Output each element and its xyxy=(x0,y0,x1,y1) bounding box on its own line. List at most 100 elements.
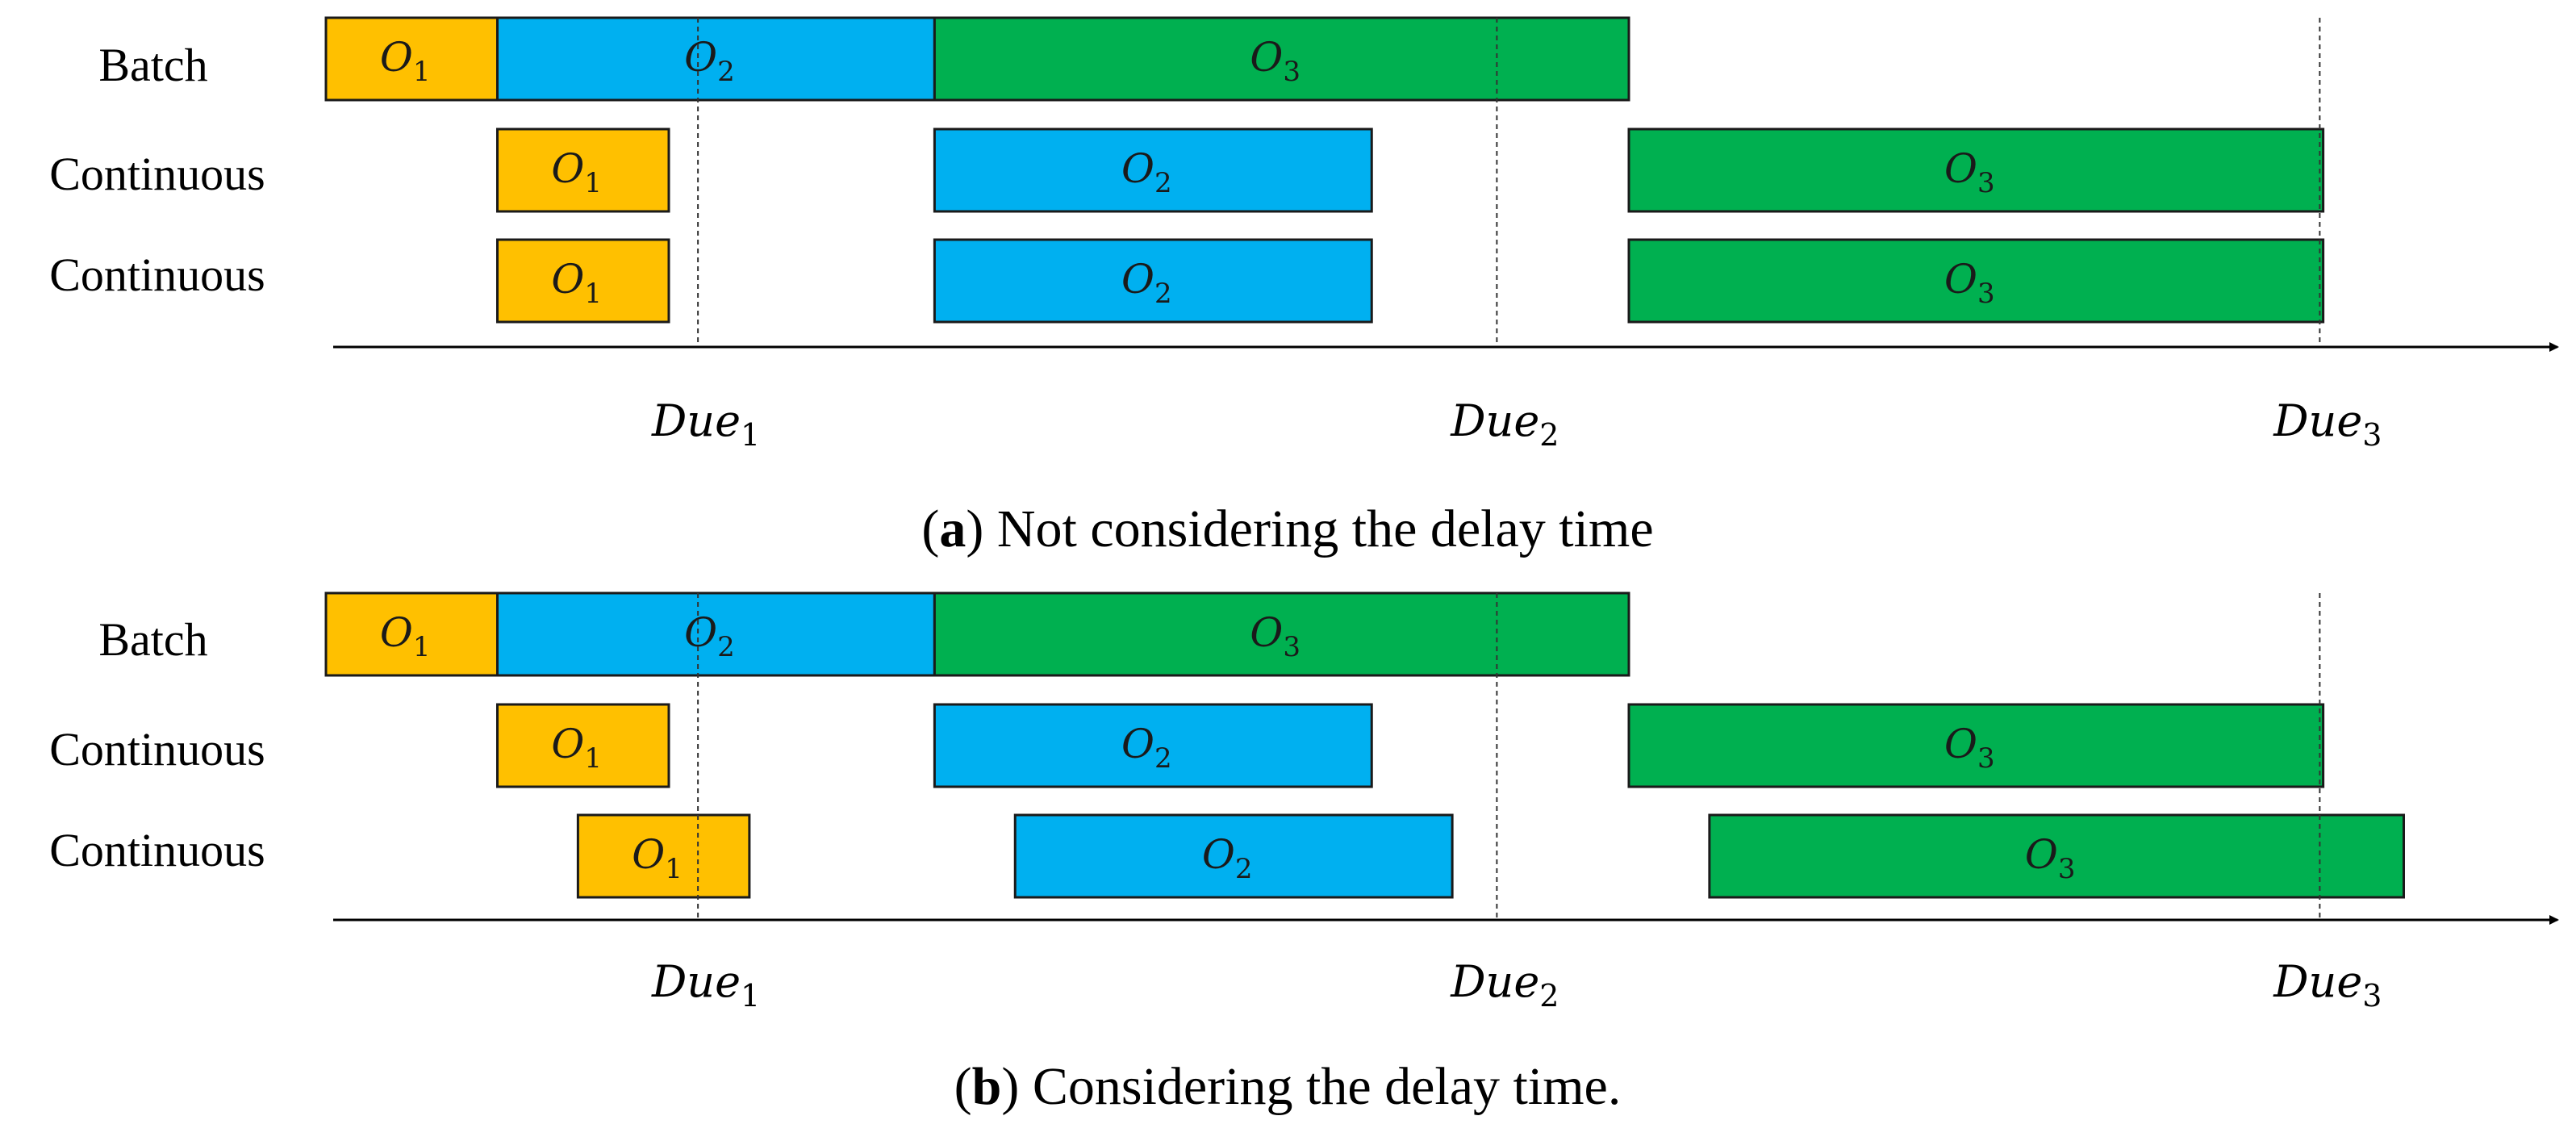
bar-label-o2: O2 xyxy=(1121,721,1172,775)
bar-label-o3: O3 xyxy=(1250,34,1301,88)
bar-label-base: O xyxy=(684,34,717,81)
bar-label-base: O xyxy=(1121,145,1154,192)
bar-o3-row-2 xyxy=(1627,703,2325,788)
due-lines xyxy=(697,593,2321,920)
row-label-continuous-2: Continuous xyxy=(49,824,265,876)
bar-label-o1: O1 xyxy=(551,256,602,310)
bar-label-base: O xyxy=(1944,256,1977,303)
bar-o2-row-2 xyxy=(933,127,1373,213)
caption: (a) Not considering the delay time xyxy=(921,499,1653,558)
due-label-subscript: 3 xyxy=(2362,978,2382,1014)
bar-label-subscript: 2 xyxy=(1154,167,1172,199)
caption-body: Not considering the delay time xyxy=(983,499,1653,558)
bar-label-base: O xyxy=(1121,256,1154,303)
bar-o1-row-3 xyxy=(576,813,751,899)
bar-o3-row-2 xyxy=(1627,127,2325,213)
bar-label-subscript: 2 xyxy=(1154,742,1172,775)
bar-o1-row-3 xyxy=(496,238,670,324)
bar-label-base: O xyxy=(1121,721,1154,767)
bar-label-o2: O2 xyxy=(1121,145,1172,199)
due-label-base: Due xyxy=(2273,395,2362,446)
caption: (b) Considering the delay time. xyxy=(954,1057,1622,1116)
bar-o1-row-2 xyxy=(496,127,670,213)
bar-label-subscript: 1 xyxy=(665,853,683,885)
bar-o3-row-1 xyxy=(933,591,1630,677)
due-label-subscript: 2 xyxy=(1539,417,1559,453)
row-label-continuous-2: Continuous xyxy=(49,249,265,301)
bar-label-base: O xyxy=(551,256,584,303)
bar-label-o3: O3 xyxy=(1944,256,1995,310)
due-label-base: Due xyxy=(2273,956,2362,1007)
bar-label-base: O xyxy=(551,721,584,767)
bar-label-o2: O2 xyxy=(684,34,735,88)
bar-o2-row-2 xyxy=(933,703,1373,788)
due-label-base: Due xyxy=(1450,395,1539,446)
bar-label-subscript: 2 xyxy=(717,56,735,88)
bar-label-o2: O2 xyxy=(1121,256,1172,310)
bar-label-base: O xyxy=(1250,609,1283,656)
bar-label-subscript: 3 xyxy=(1977,167,1995,199)
row-label-continuous-1: Continuous xyxy=(49,148,265,200)
due-labels: Due1 Due2 Due3 xyxy=(651,395,2382,453)
bar-label-o1: O1 xyxy=(551,145,602,199)
bar-label-subscript: 3 xyxy=(1283,56,1301,88)
bar-label-subscript: 3 xyxy=(1977,278,1995,310)
due-label-3: Due3 xyxy=(2273,956,2382,1014)
bar-label-subscript: 1 xyxy=(413,631,431,663)
bar-label-o1: O1 xyxy=(632,831,683,885)
caption-letter: b xyxy=(972,1057,1002,1116)
caption-letter: a xyxy=(939,499,966,558)
bar-label-base: O xyxy=(2025,831,2058,878)
bar-label-o3: O3 xyxy=(2025,831,2076,885)
due-label-subscript: 1 xyxy=(741,417,760,453)
bar-o2-row-3 xyxy=(933,238,1373,324)
bar-label-base: O xyxy=(380,609,413,656)
row-label-continuous-1: Continuous xyxy=(49,723,265,775)
bar-label-base: O xyxy=(684,609,717,656)
bar-o3-row-1 xyxy=(933,16,1630,102)
due-label-base: Due xyxy=(651,395,741,446)
bar-label-o3: O3 xyxy=(1250,609,1301,663)
bar-label-subscript: 1 xyxy=(413,56,431,88)
due-label-subscript: 3 xyxy=(2362,417,2382,453)
bar-label-subscript: 1 xyxy=(584,278,602,310)
due-label-3: Due3 xyxy=(2273,395,2382,453)
bar-label-base: O xyxy=(1202,831,1235,878)
due-label-base: Due xyxy=(1450,956,1539,1007)
bar-label-base: O xyxy=(632,831,665,878)
bar-label-o3: O3 xyxy=(1944,721,1995,775)
bar-label-o1: O1 xyxy=(551,721,602,775)
due-label-2: Due2 xyxy=(1450,395,1559,453)
bar-label-subscript: 3 xyxy=(1283,631,1301,663)
row-label-batch: Batch xyxy=(98,613,207,666)
bar-label-base: O xyxy=(380,34,413,81)
due-labels: Due1 Due2 Due3 xyxy=(651,956,2382,1014)
row-label-batch: Batch xyxy=(98,39,207,91)
bar-label-o3: O3 xyxy=(1944,145,1995,199)
bar-label-base: O xyxy=(1250,34,1283,81)
due-lines xyxy=(697,18,2321,347)
bar-o3-row-3 xyxy=(1627,238,2325,324)
bar-label-subscript: 1 xyxy=(584,742,602,775)
bar-label-subscript: 2 xyxy=(1154,278,1172,310)
bar-label-subscript: 3 xyxy=(1977,742,1995,775)
bar-label-subscript: 2 xyxy=(717,631,735,663)
bar-label-base: O xyxy=(1944,145,1977,192)
bar-o1-row-2 xyxy=(496,703,670,788)
bar-label-subscript: 1 xyxy=(584,167,602,199)
bar-label-o1: O1 xyxy=(380,34,431,88)
due-label-subscript: 2 xyxy=(1539,978,1559,1014)
due-label-1: Due1 xyxy=(651,395,760,453)
due-label-2: Due2 xyxy=(1450,956,1559,1014)
bar-label-subscript: 2 xyxy=(1235,853,1253,885)
bar-o1-row-1 xyxy=(324,16,499,102)
due-label-1: Due1 xyxy=(651,956,760,1014)
bar-o3-row-3 xyxy=(1708,813,2405,899)
bar-label-o2: O2 xyxy=(684,609,735,663)
bar-label-base: O xyxy=(551,145,584,192)
bar-label-base: O xyxy=(1944,721,1977,767)
